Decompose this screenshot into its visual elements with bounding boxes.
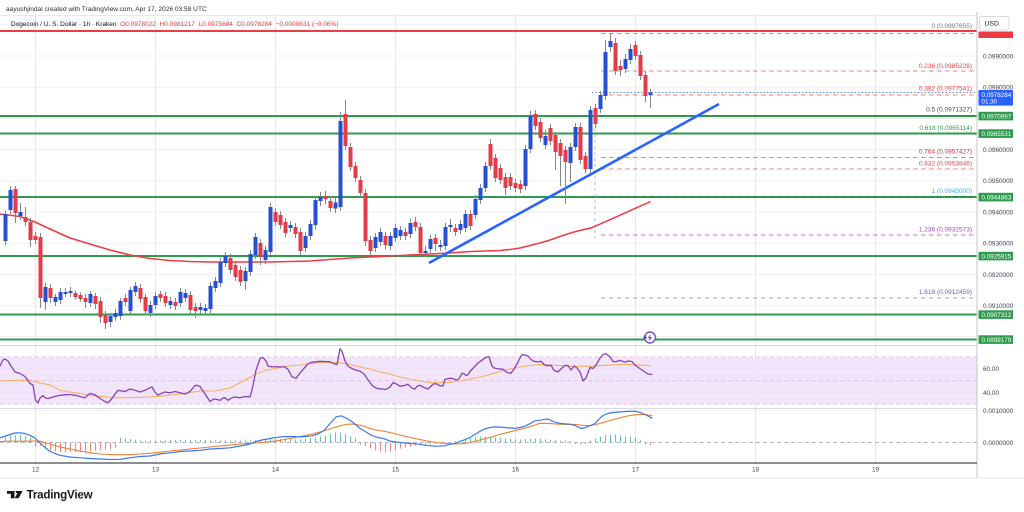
svg-text:Dogecoin / U. S. Dollar · 1h ·: Dogecoin / U. S. Dollar · 1h · Kraken O0… [11,21,338,28]
svg-text:01:30: 01:30 [982,99,998,106]
svg-text:60.00: 60.00 [983,366,999,373]
svg-text:12: 12 [32,467,40,474]
svg-text:0.0910000: 0.0910000 [983,303,1014,310]
svg-text:0.0960000: 0.0960000 [983,147,1014,154]
svg-text:15: 15 [392,467,400,474]
svg-text:0.0907312: 0.0907312 [982,312,1012,319]
svg-text:0.0990000: 0.0990000 [983,53,1014,60]
svg-text:aayushjindal created with Trad: aayushjindal created with TradingView.co… [6,6,207,13]
svg-text:0 (0.0997655): 0 (0.0997655) [932,23,972,30]
svg-text:0.5 (0.0971327): 0.5 (0.0971327) [926,107,972,114]
svg-text:40.00: 40.00 [983,390,999,397]
svg-text:0.0920000: 0.0920000 [983,272,1014,279]
svg-text:19: 19 [872,467,880,474]
svg-text:0.382 (0.0977541): 0.382 (0.0977541) [919,86,972,93]
svg-text:0.0010000: 0.0010000 [983,408,1014,415]
svg-text:1.236 (0.0932573): 1.236 (0.0932573) [919,227,972,234]
svg-text:18: 18 [752,467,760,474]
svg-text:13: 13 [152,467,160,474]
svg-text:1.618 (0.0912459): 1.618 (0.0912459) [919,289,972,296]
svg-text:0.618 (0.0965114): 0.618 (0.0965114) [919,125,972,132]
svg-text:0.0950000: 0.0950000 [983,178,1014,185]
svg-text:0.0930000: 0.0930000 [983,241,1014,248]
svg-text:0.0965531: 0.0965531 [982,131,1012,138]
svg-text:0.0970897: 0.0970897 [982,113,1012,120]
svg-text:0.764 (0.0957427): 0.764 (0.0957427) [919,149,972,156]
svg-text:USD: USD [985,21,999,28]
svg-text:1 (0.0945000): 1 (0.0945000) [932,188,972,195]
svg-text:TradingView: TradingView [27,489,94,502]
svg-text:0.0899179: 0.0899179 [982,337,1012,344]
svg-text:0.832 (0.0953846): 0.832 (0.0953846) [919,161,972,168]
svg-text:14: 14 [272,467,280,474]
svg-text:0.0925915: 0.0925915 [982,253,1012,260]
svg-text:0.0944863: 0.0944863 [982,194,1012,201]
svg-text:0.236 (0.0985228): 0.236 (0.0985228) [919,63,972,70]
svg-text:0.0000000: 0.0000000 [983,440,1014,447]
svg-text:17: 17 [632,467,640,474]
svg-text:0.0978284: 0.0978284 [982,92,1012,99]
svg-text:16: 16 [512,467,520,474]
svg-text:0.0940000: 0.0940000 [983,209,1014,216]
svg-text:0.0980000: 0.0980000 [983,85,1014,92]
